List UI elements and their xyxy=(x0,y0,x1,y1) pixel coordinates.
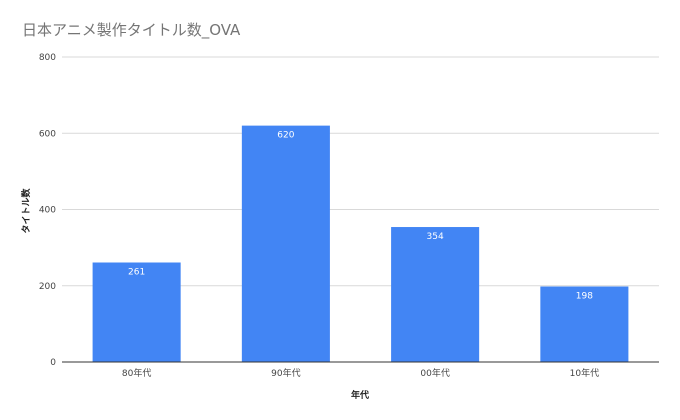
x-tick-label: 00年代 xyxy=(420,367,449,379)
data-label: 620 xyxy=(277,131,294,141)
data-label: 354 xyxy=(427,232,444,242)
bar xyxy=(92,262,181,362)
x-tick-label: 90年代 xyxy=(271,367,300,379)
x-tick-labels: 80年代 90年代 00年代 10年代 xyxy=(122,367,599,379)
bar xyxy=(391,227,480,362)
data-labels: 261 620 354 198 xyxy=(128,131,593,302)
x-tick-label: 80年代 xyxy=(122,367,151,379)
bar xyxy=(540,286,629,362)
data-label: 198 xyxy=(576,292,593,302)
y-axis-label: タイトル数 xyxy=(20,188,32,234)
x-axis-label: 年代 xyxy=(351,389,369,401)
chart-title: 日本アニメ製作タイトル数_OVA xyxy=(22,21,241,40)
y-tick-label: 0 xyxy=(50,358,56,368)
gridlines xyxy=(62,56,659,287)
y-tick-label: 200 xyxy=(39,282,56,292)
y-tick-label: 400 xyxy=(39,206,56,216)
y-tick-label: 600 xyxy=(39,129,56,139)
bar xyxy=(241,125,330,362)
bars xyxy=(92,125,629,362)
x-tick-label: 10年代 xyxy=(570,367,599,379)
data-label: 261 xyxy=(128,267,145,277)
y-tick-label: 800 xyxy=(39,53,56,63)
y-tick-labels: 0 200 400 600 800 xyxy=(39,53,56,368)
